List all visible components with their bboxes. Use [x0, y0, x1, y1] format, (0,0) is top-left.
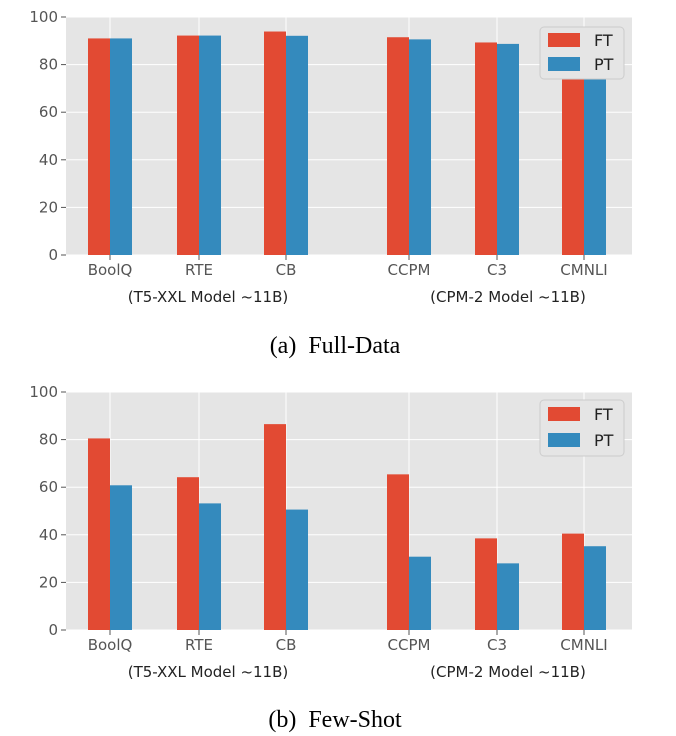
bar-pt-cb [286, 35, 308, 255]
y-tick-label: 80 [39, 56, 58, 74]
bar-pt-ccpm [409, 39, 431, 255]
bar-ft-c3 [475, 42, 497, 255]
bar-ft-rte [177, 35, 199, 256]
plot-area-few-shot [66, 392, 632, 630]
group-label-t5-full-data: (T5-XXL Model ~11B) [128, 288, 289, 306]
y-tick-label: 60 [39, 103, 58, 121]
plot-area-full-data [66, 17, 632, 255]
group-label-t5-few-shot: (T5-XXL Model ~11B) [128, 663, 289, 681]
y-tick-label: 40 [39, 526, 58, 544]
group-label-cpm-full-data: (CPM-2 Model ~11B) [430, 288, 586, 306]
x-tick-label-ccpm: CCPM [388, 261, 431, 279]
x-tick-label-c3: C3 [487, 261, 507, 279]
x-tick-label-cb: CB [276, 636, 297, 654]
x-tick-label-boolq: BoolQ [88, 636, 133, 654]
legend-label-ft: FT [594, 31, 613, 50]
x-tick-label-cmnli: CMNLI [560, 261, 607, 279]
x-ticks-few-shot: BoolQ RTE CB CCPM C3 CMNLI [88, 630, 608, 654]
x-ticks-full-data: BoolQ RTE CB CCPM C3 CMNLI [88, 255, 608, 279]
bar-ft-cb [264, 424, 286, 630]
y-tick-label: 80 [39, 431, 58, 449]
y-tick-label: 60 [39, 478, 58, 496]
y-ticks-few-shot: 0 20 40 60 80 100 [29, 383, 66, 639]
bar-ft-cb [264, 31, 286, 255]
y-tick-label: 40 [39, 151, 58, 169]
bar-ft-boolq [88, 438, 110, 630]
caption-full-data: (a) Full-Data [270, 333, 401, 359]
x-tick-label-rte: RTE [185, 261, 213, 279]
y-tick-label: 0 [48, 246, 58, 264]
legend-label-pt: PT [594, 55, 614, 74]
x-tick-label-cmnli: CMNLI [560, 636, 607, 654]
bar-pt-c3 [497, 43, 519, 256]
chart-few-shot: 0 20 40 60 80 100 BoolQ RTE CB CCPM C3 CMNLI (T5-X… [29, 383, 632, 733]
y-tick-label: 100 [29, 8, 58, 26]
bar-pt-rte [199, 35, 221, 256]
legend-swatch-pt [548, 433, 580, 447]
y-ticks-full-data: 0 20 40 60 80 100 [29, 8, 66, 264]
bars-few-shot [88, 424, 606, 630]
bar-ft-cmnli [562, 53, 584, 255]
legend-swatch-ft [548, 407, 580, 421]
bar-ft-ccpm [387, 37, 409, 256]
bar-ft-c3 [475, 538, 497, 630]
legend-few-shot: FT PT [539, 399, 625, 457]
x-tick-label-c3: C3 [487, 636, 507, 654]
y-tick-label: 0 [48, 621, 58, 639]
bar-ft-boolq [88, 38, 110, 255]
bar-pt-cmnli [584, 546, 606, 630]
bars-full-data [88, 31, 606, 256]
bar-pt-cb [286, 509, 308, 630]
legend-label-ft: FT [594, 405, 613, 424]
bar-ft-ccpm [387, 474, 409, 630]
y-tick-label: 20 [39, 198, 58, 216]
y-tick-label: 20 [39, 573, 58, 591]
bar-pt-rte [199, 503, 221, 630]
bar-pt-boolq [110, 485, 132, 630]
legend-full-data: FT PT [539, 26, 625, 80]
x-tick-label-rte: RTE [185, 636, 213, 654]
x-tick-label-cb: CB [276, 261, 297, 279]
chart-full-data: 0 20 40 60 80 100 BoolQ RTE CB CCPM C3 CMNLI (T5-X… [29, 8, 632, 359]
bar-ft-rte [177, 477, 199, 630]
caption-few-shot: (b) Few-Shot [268, 707, 402, 733]
legend-label-pt: PT [594, 431, 614, 450]
bar-pt-ccpm [409, 556, 431, 630]
legend-swatch-pt [548, 57, 580, 71]
group-label-cpm-few-shot: (CPM-2 Model ~11B) [430, 663, 586, 681]
legend-swatch-ft [548, 33, 580, 47]
bar-ft-cmnli [562, 533, 584, 630]
bar-pt-c3 [497, 563, 519, 630]
y-tick-label: 100 [29, 383, 58, 401]
x-tick-label-ccpm: CCPM [388, 636, 431, 654]
bar-pt-boolq [110, 38, 132, 255]
bar-pt-cmnli [584, 55, 606, 255]
x-tick-label-boolq: BoolQ [88, 261, 133, 279]
